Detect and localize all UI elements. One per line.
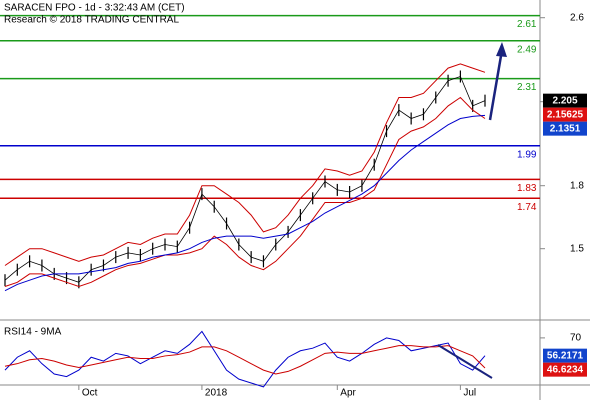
time-tick-label: Oct — [82, 388, 98, 399]
forecast-arrow — [488, 49, 504, 121]
y-tick-label: 1.8 — [570, 180, 584, 191]
y-tick-label: 2.6 — [570, 12, 584, 23]
value-box-label: 56.2171 — [547, 350, 584, 361]
level-label: 1.74 — [517, 202, 537, 213]
rsi-title: RSI14 - 9MA — [4, 327, 62, 338]
forecast-arrow-head — [496, 42, 507, 57]
value-box-label: 46.6234 — [547, 364, 584, 375]
time-tick-label: 2018 — [205, 388, 228, 399]
level-label: 1.83 — [517, 183, 537, 194]
level-label: 2.49 — [517, 44, 537, 55]
time-tick-label: Jul — [463, 388, 476, 399]
value-box — [543, 348, 587, 363]
value-box — [543, 121, 587, 136]
value-box — [543, 362, 587, 377]
value-box-label: 2.205 — [552, 95, 577, 106]
price-line — [4, 76, 486, 283]
level-label: 2.61 — [517, 19, 537, 30]
value-box — [543, 93, 587, 108]
rsi-line — [4, 345, 486, 375]
indicator-line — [4, 63, 486, 266]
value-box-label: 2.15625 — [547, 109, 584, 120]
rsi-tick-label: 70 — [570, 333, 582, 344]
level-label: 2.31 — [517, 82, 537, 93]
value-box-label: 2.1351 — [550, 123, 581, 134]
time-tick-label: Apr — [340, 388, 356, 399]
value-box — [543, 107, 587, 122]
chart-subtitle: Research © 2018 TRADING CENTRAL — [4, 15, 179, 26]
rsi-trend-line — [437, 344, 493, 379]
indicator-line — [4, 96, 486, 288]
chart-title: SARACEN FPO - 1d - 3:32:43 AM (CET) — [4, 3, 185, 14]
y-tick-label: 1.5 — [570, 243, 584, 254]
indicator-line — [4, 114, 486, 292]
level-label: 1.99 — [517, 149, 537, 160]
